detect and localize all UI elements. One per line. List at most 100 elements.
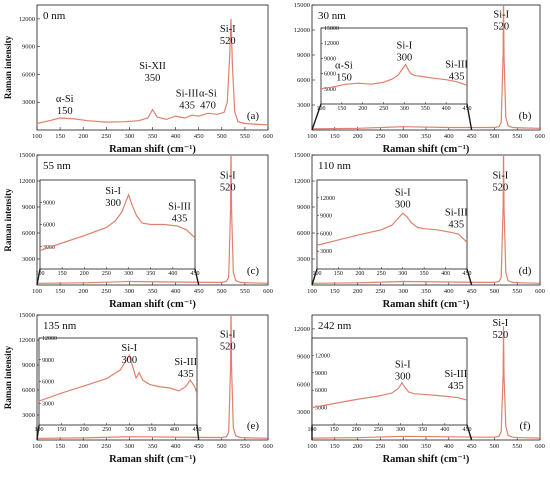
zoom-connector [311, 103, 322, 131]
zoom-connector [194, 268, 200, 286]
inset-peak-value-label: 435 [178, 369, 194, 380]
x-tick-label: 500 [490, 288, 500, 295]
inset-plot: 100 150 200 250 300 350 400 450 3000 6000 9000 1200… [313, 179, 472, 277]
inset-peak-value-label: 300 [395, 372, 411, 383]
zoom-connector [311, 268, 318, 286]
inset-frame [311, 337, 468, 426]
inset-peak-name-label: α-Si [335, 61, 353, 72]
x-tick-label: 500 [217, 288, 227, 295]
y-tick-label: 12000 [19, 337, 35, 344]
inset-peak-value-label: 300 [395, 199, 411, 210]
y-tick-label: 3000 [297, 256, 310, 263]
x-tick-label: 150 [55, 288, 65, 295]
inset-x-tick-label: 400 [170, 427, 179, 433]
sample-size-label: 242 nm [318, 320, 352, 332]
x-tick-label: 300 [398, 288, 408, 295]
x-tick-label: 600 [535, 288, 545, 295]
peak-name-label: Si-I [493, 10, 509, 21]
y-tick-label: 6000 [297, 381, 310, 388]
x-tick-label: 250 [101, 133, 111, 140]
x-tick-label: 100 [307, 443, 317, 450]
x-tick-label: 450 [194, 288, 204, 295]
peak-name-label: Si-I [492, 318, 508, 329]
peak-value-label: 435 [179, 101, 195, 112]
inset-series-line [317, 212, 467, 246]
inset-y-tick-label: 3000 [324, 87, 336, 93]
zoom-connector [466, 268, 473, 286]
y-tick-label: 9000 [297, 52, 310, 59]
inset-x-tick-label: 150 [330, 427, 339, 433]
x-tick-label: 100 [307, 133, 317, 140]
x-tick-label: 550 [240, 443, 250, 450]
inset-peak-name-label: Si-III [445, 60, 468, 71]
inset-x-tick-label: 350 [147, 427, 156, 433]
inset-x-tick-label: 300 [398, 271, 407, 277]
x-tick-label: 400 [171, 133, 181, 140]
inset-x-tick-label: 100 [317, 106, 326, 112]
inset-y-tick-label: 6000 [42, 380, 54, 386]
x-tick-label: 250 [376, 288, 386, 295]
y-tick-label: 9000 [297, 204, 310, 211]
y-tick-label: 6000 [297, 230, 310, 237]
series-line [37, 155, 268, 284]
inset-peak-name-label: Si-I [105, 186, 121, 197]
series-line [312, 5, 540, 130]
panel-label: (a) [247, 110, 260, 122]
y-tick-label: 6000 [297, 77, 310, 84]
y-axis-label: Raman intensity [3, 188, 13, 252]
x-axis-label: Raman shift (cm⁻¹) [109, 454, 196, 465]
inset-peak-value-label: 300 [105, 198, 121, 209]
inset-y-tick-label: 3000 [320, 249, 332, 255]
x-tick-label: 350 [421, 133, 431, 140]
peak-value-label: 470 [200, 101, 216, 112]
inset-peak-value-label: 300 [121, 355, 137, 366]
inset-x-tick-label: 400 [440, 427, 449, 433]
y-tick-label: 3000 [297, 409, 310, 416]
inset-plot: 100 150 200 250 300 350 400 450300060009000Si-I… [36, 179, 200, 277]
peak-value-label: 520 [492, 182, 508, 193]
inset-x-tick-label: 400 [442, 106, 451, 112]
sample-size-label: 110 nm [318, 160, 351, 172]
inset-x-tick-label: 400 [441, 271, 450, 277]
peak-name-label: α-Si [199, 89, 217, 100]
series-line [312, 155, 540, 284]
inset-peak-value-label: 435 [449, 72, 465, 83]
x-tick-label: 200 [78, 443, 88, 450]
y-axis-label: Raman intensity [3, 345, 13, 409]
x-tick-label: 100 [307, 288, 317, 295]
inset-y-tick-label: 9000 [42, 358, 54, 364]
series-line [37, 18, 268, 126]
x-tick-label: 250 [101, 443, 111, 450]
y-tick-label: 3000 [297, 102, 310, 109]
x-tick-label: 450 [194, 133, 204, 140]
inset-peak-name-label: Si-III [445, 369, 468, 380]
inset-series-line [312, 381, 467, 409]
peak-name-label: Si-III [176, 89, 199, 100]
y-tick-label: 3000 [22, 412, 35, 419]
y-axis-label: Raman intensity [3, 35, 13, 99]
sample-size-label: 30 nm [318, 10, 346, 22]
inset-plot: 100 150 200 250 300 350 400 450 3000 6000 9000 1200… [317, 26, 472, 112]
x-tick-label: 250 [376, 443, 386, 450]
inset-x-tick-label: 100 [313, 271, 322, 277]
inset-x-tick-label: 450 [463, 427, 472, 433]
inset-x-tick-label: 350 [421, 106, 430, 112]
y-tick-label: 12000 [294, 27, 310, 34]
inset-x-tick-label: 250 [377, 271, 386, 277]
inset-series-line [321, 63, 467, 90]
x-tick-label: 200 [353, 443, 363, 450]
inset-x-tick-label: 200 [80, 427, 89, 433]
inset-peak-name-label: Si-III [168, 202, 191, 213]
inset-peak-value-label: 435 [172, 214, 188, 225]
x-axis-label: Raman shift (cm⁻¹) [383, 299, 470, 310]
peak-name-label: Si-I [492, 170, 508, 181]
panel-e: 100 150 200 250 300 350 400 450 500 550 600 3000 600… [3, 312, 273, 465]
y-tick-label: 3000 [22, 99, 35, 106]
inset-x-tick-label: 450 [463, 271, 472, 277]
inset-x-tick-label: 200 [358, 106, 367, 112]
sample-size-label: 0 nm [43, 10, 66, 22]
y-tick-label: 9000 [22, 362, 35, 369]
y-tick-label: 12000 [19, 178, 35, 185]
zoom-connector [466, 424, 473, 441]
panel-b: 100 150 200 250 300 350 400 450 500 550 600 3000 600… [294, 2, 545, 155]
